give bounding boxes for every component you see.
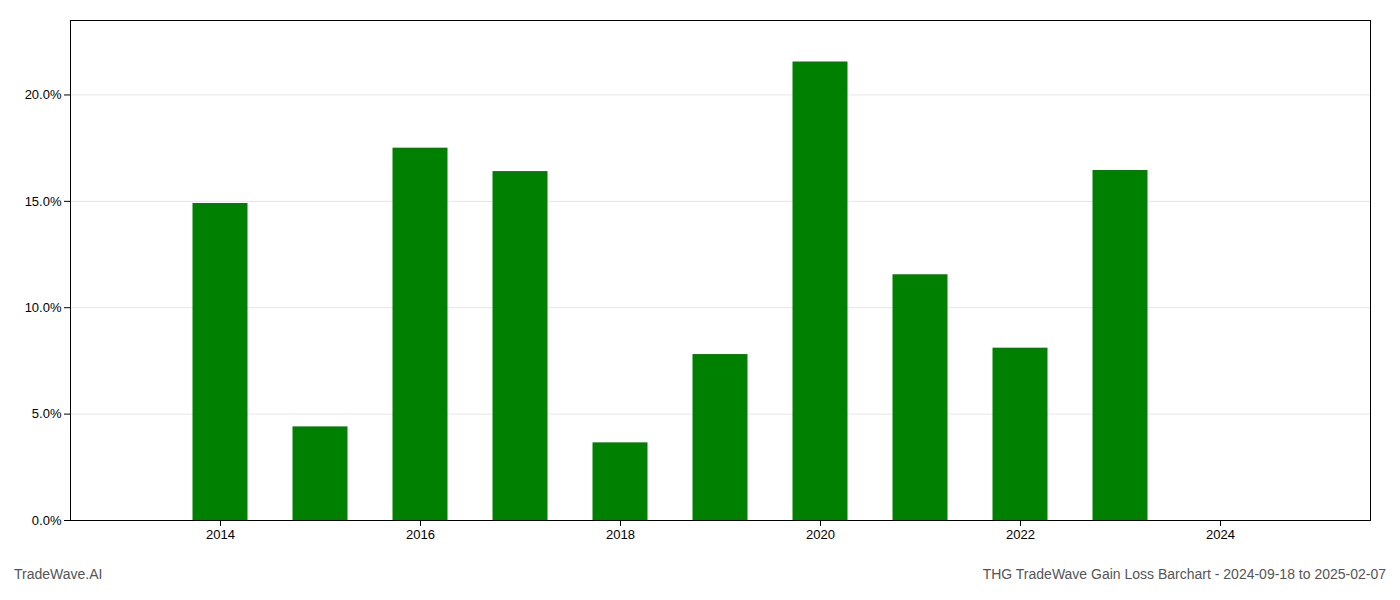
svg-text:2022: 2022 <box>1006 527 1035 542</box>
svg-text:0.0%: 0.0% <box>32 513 62 528</box>
svg-text:20.0%: 20.0% <box>25 87 62 102</box>
svg-text:2018: 2018 <box>606 527 635 542</box>
svg-text:2016: 2016 <box>406 527 435 542</box>
html-text:THG TradeWave Gain Loss Barcha: THG TradeWave Gain Loss Barchart - 2024-… <box>982 566 1386 582</box>
html-text:TradeWave.AI: TradeWave.AI <box>14 566 103 582</box>
svg-text:2020: 2020 <box>806 527 835 542</box>
svg-text:15.0%: 15.0% <box>25 194 62 209</box>
svg-text:2014: 2014 <box>206 527 235 542</box>
svg-text:5.0%: 5.0% <box>32 406 62 421</box>
svg-text:10.0%: 10.0% <box>25 300 62 315</box>
svg-text:2024: 2024 <box>1206 527 1235 542</box>
